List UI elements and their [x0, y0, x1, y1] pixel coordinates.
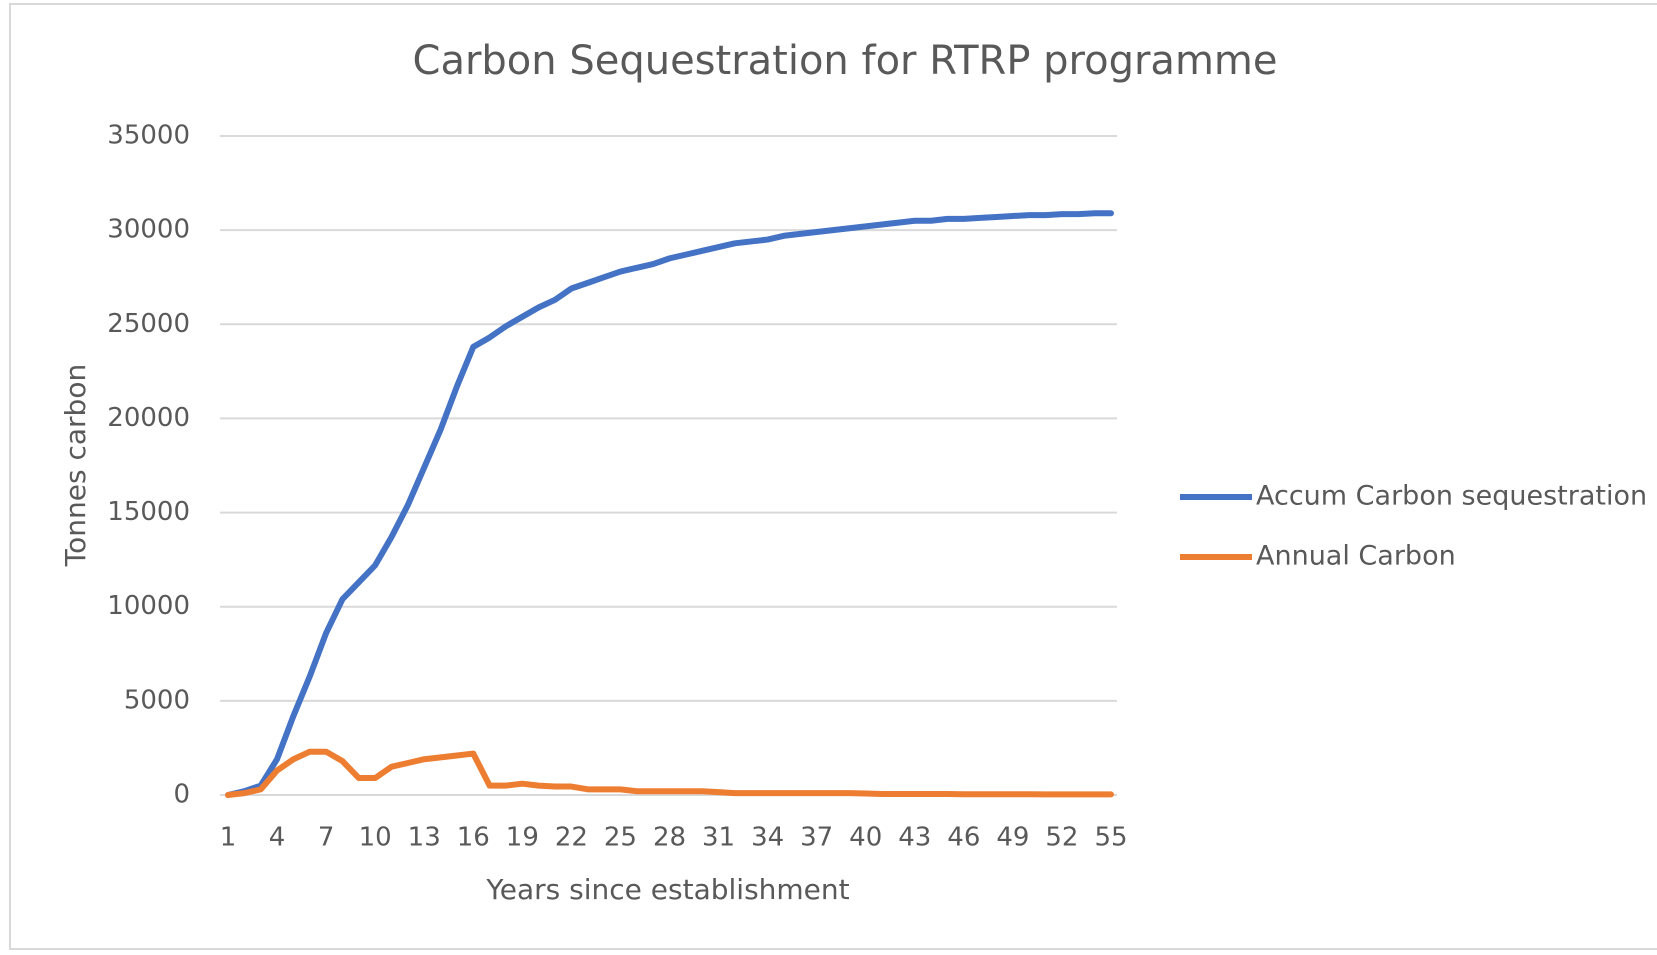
x-axis-label: Years since establishment: [485, 873, 849, 906]
x-tick-label: 7: [318, 823, 335, 853]
x-tick-label: 13: [408, 823, 441, 853]
x-tick-label: 43: [898, 823, 931, 853]
legend-label: Accum Carbon sequestration: [1256, 481, 1647, 512]
x-tick-label: 49: [996, 823, 1029, 853]
y-tick-label: 30000: [107, 215, 190, 245]
series-line: [225, 748, 1114, 798]
y-tick-label: 15000: [107, 497, 190, 527]
series-line: [225, 210, 1114, 798]
legend-label: Annual Carbon: [1256, 541, 1456, 572]
x-tick-label: 31: [702, 823, 735, 853]
y-tick-label: 25000: [107, 309, 190, 339]
x-tick-label: 1: [220, 823, 237, 853]
x-tick-label: 40: [849, 823, 882, 853]
x-tick-label: 4: [269, 823, 286, 853]
y-tick-label: 5000: [124, 685, 190, 715]
x-tick-label: 25: [604, 823, 637, 853]
x-tick-label: 10: [359, 823, 392, 853]
chart-border: [9, 3, 1657, 950]
y-tick-label: 0: [173, 780, 190, 810]
x-tick-label: 37: [800, 823, 833, 853]
x-tick-label: 19: [506, 823, 539, 853]
x-tick-label: 46: [947, 823, 980, 853]
x-tick-label: 16: [457, 823, 490, 853]
chart-title: Carbon Sequestration for RTRP programme: [413, 38, 1278, 84]
x-tick-label: 22: [555, 823, 588, 853]
y-tick-label: 35000: [107, 121, 190, 151]
x-tick-label: 55: [1094, 823, 1127, 853]
x-tick-label: 28: [653, 823, 686, 853]
y-tick-label: 20000: [107, 403, 190, 433]
x-tick-label: 52: [1045, 823, 1078, 853]
x-tick-label: 34: [751, 823, 784, 853]
y-tick-label: 10000: [107, 591, 190, 621]
y-axis-label: Tonnes carbon: [59, 364, 92, 567]
